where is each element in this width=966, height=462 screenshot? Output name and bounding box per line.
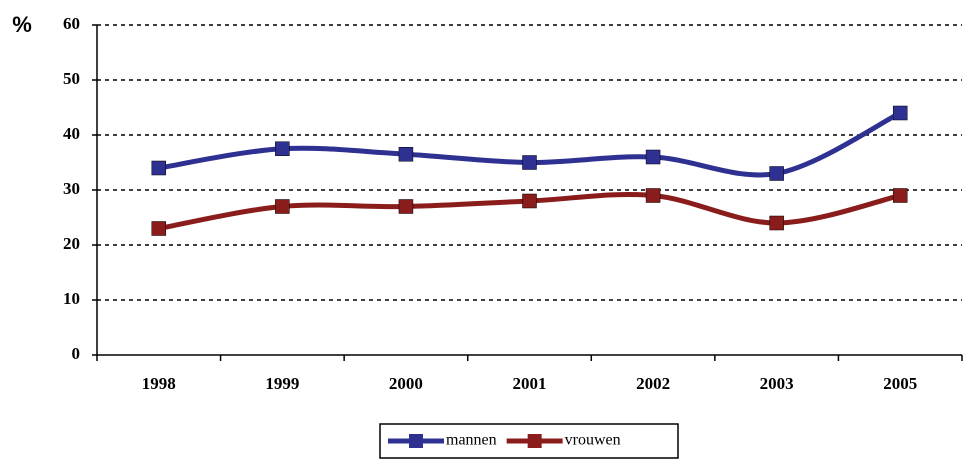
series-marker xyxy=(645,149,661,165)
legend-marker xyxy=(409,434,423,448)
y-axis-label: % xyxy=(12,12,32,37)
y-tick-label: 0 xyxy=(72,344,81,363)
series-marker xyxy=(892,105,908,121)
x-tick-label: 1999 xyxy=(265,374,299,393)
x-tick-label: 2002 xyxy=(636,374,670,393)
y-tick-label: 60 xyxy=(63,14,80,33)
series-marker xyxy=(522,193,537,209)
legend-marker xyxy=(527,434,542,448)
x-tick-label: 2000 xyxy=(389,374,423,393)
series-marker xyxy=(275,199,290,214)
legend-label: vrouwen xyxy=(565,432,621,449)
series-marker xyxy=(645,188,661,203)
legend-label: mannen xyxy=(446,432,497,449)
series-marker xyxy=(275,141,290,156)
legend: mannen vrouwen xyxy=(379,423,679,459)
series-marker xyxy=(892,188,908,203)
series-marker xyxy=(769,166,784,181)
series-marker xyxy=(522,155,537,170)
y-tick-label: 50 xyxy=(63,69,80,88)
y-tick-label: 40 xyxy=(63,124,80,143)
series-marker xyxy=(398,147,414,162)
y-tick-label: 20 xyxy=(63,234,80,253)
series-marker xyxy=(398,199,414,214)
x-tick-label: 1998 xyxy=(142,374,176,393)
series-marker xyxy=(769,215,784,231)
x-tick-label: 2005 xyxy=(883,374,917,393)
series-marker xyxy=(151,160,167,176)
x-tick-label: 2001 xyxy=(513,374,547,393)
x-tick-label: 2003 xyxy=(760,374,794,393)
y-tick-label: 10 xyxy=(63,289,80,308)
series-marker xyxy=(151,221,167,236)
y-tick-label: 30 xyxy=(63,179,80,198)
